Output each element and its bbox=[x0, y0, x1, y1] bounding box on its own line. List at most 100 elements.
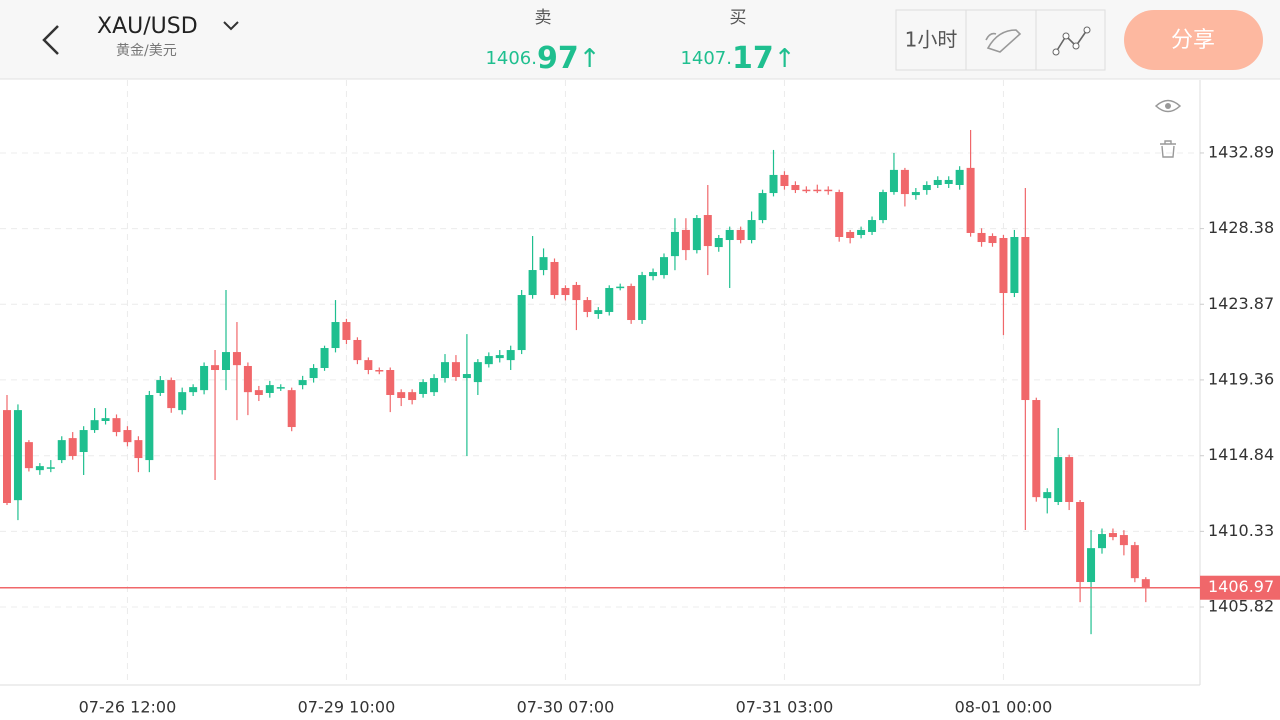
candle-body bbox=[79, 430, 88, 453]
candle-body bbox=[1076, 502, 1085, 583]
y-tick-label: 1405.82 bbox=[1208, 597, 1274, 616]
symbol[interactable]: XAU/USD bbox=[97, 14, 198, 39]
candle-body bbox=[353, 339, 362, 361]
candle-body bbox=[112, 418, 121, 433]
candle-body bbox=[1010, 236, 1019, 294]
candle-body bbox=[550, 261, 559, 296]
candle-body bbox=[572, 284, 581, 301]
y-tick-label: 1432.89 bbox=[1208, 142, 1274, 161]
candle-body bbox=[441, 362, 449, 379]
candle-body bbox=[1141, 579, 1150, 588]
sell-price: 1406.97↑ bbox=[485, 41, 600, 76]
candle-body bbox=[922, 184, 931, 191]
candle-body bbox=[222, 352, 230, 371]
candle-body bbox=[408, 392, 417, 401]
back-button[interactable] bbox=[42, 25, 59, 55]
share-label: 分享 bbox=[1171, 28, 1215, 53]
candle-body bbox=[605, 287, 614, 312]
candle-body bbox=[966, 167, 975, 233]
candle-body bbox=[495, 355, 504, 359]
candle-body bbox=[977, 232, 986, 243]
buy-price: 1407.17↑ bbox=[680, 41, 795, 76]
indicator-dot bbox=[1052, 48, 1060, 56]
candle-body bbox=[178, 392, 187, 411]
candle-body bbox=[375, 370, 384, 372]
price-int: 1407. bbox=[680, 48, 732, 69]
candle-body bbox=[254, 390, 263, 395]
symbol-dropdown[interactable] bbox=[223, 21, 239, 31]
candle-body bbox=[1098, 534, 1106, 549]
period-button[interactable]: 1小时 bbox=[905, 28, 958, 52]
candle-body bbox=[660, 257, 668, 276]
visibility-icon[interactable] bbox=[1154, 99, 1182, 113]
candle-body bbox=[933, 179, 942, 185]
indicator-dot bbox=[1083, 26, 1091, 34]
candle-body bbox=[889, 169, 898, 193]
candle-body bbox=[13, 410, 22, 501]
candle-body bbox=[725, 229, 734, 241]
candle-body bbox=[791, 184, 800, 191]
candle-body bbox=[3, 410, 11, 504]
candle-body bbox=[594, 310, 603, 314]
sell-label: 卖 bbox=[535, 8, 552, 28]
indicator-button[interactable] bbox=[1055, 29, 1088, 53]
candle-body bbox=[638, 275, 647, 321]
candle-body bbox=[857, 229, 866, 235]
candle-body bbox=[1087, 548, 1096, 583]
candle-body bbox=[999, 238, 1008, 294]
y-tick-label: 1423.87 bbox=[1208, 294, 1274, 313]
indicator-dot bbox=[1072, 42, 1080, 50]
candle-body bbox=[232, 352, 241, 366]
candle-body bbox=[123, 430, 132, 443]
candle-body bbox=[211, 365, 220, 371]
candle-body bbox=[46, 467, 55, 469]
candle-body bbox=[265, 385, 274, 393]
candle-body bbox=[714, 238, 723, 248]
buy-label: 买 bbox=[730, 8, 747, 28]
candle-body bbox=[156, 380, 165, 393]
price-arrow: ↑ bbox=[774, 44, 796, 74]
candle-body bbox=[780, 174, 789, 187]
last-price-tag bbox=[1200, 575, 1280, 600]
candle-body bbox=[397, 392, 406, 399]
candle-body bbox=[900, 169, 909, 195]
candle-body bbox=[451, 362, 460, 378]
visibility-icon-pupil bbox=[1165, 103, 1171, 109]
candle-body bbox=[736, 229, 745, 241]
candle-body bbox=[539, 257, 548, 271]
candle-body bbox=[988, 235, 997, 244]
y-tick-label: 1419.36 bbox=[1208, 369, 1274, 388]
share-button[interactable] bbox=[1124, 10, 1263, 70]
candle-body bbox=[331, 322, 340, 349]
candle-body bbox=[298, 380, 307, 386]
candle-body bbox=[101, 418, 110, 421]
candle-body bbox=[430, 378, 439, 393]
price-arrow: ↑ bbox=[579, 44, 601, 74]
y-tick-label: 1414.84 bbox=[1208, 445, 1274, 464]
y-tick-label: 1410.33 bbox=[1208, 521, 1274, 540]
draw-tool-button[interactable] bbox=[985, 29, 1022, 53]
x-tick-label: 08-01 00:00 bbox=[955, 698, 1053, 717]
candle-body bbox=[517, 295, 526, 351]
candle-body bbox=[90, 420, 99, 431]
candle-body bbox=[145, 394, 154, 461]
symbol-subtitle: 黄金/美元 bbox=[116, 42, 177, 59]
candle-body bbox=[1108, 533, 1117, 538]
candle-body bbox=[462, 374, 471, 379]
candle-body bbox=[670, 231, 679, 257]
candle-body bbox=[35, 466, 44, 471]
candle-body bbox=[484, 356, 493, 365]
y-tick-label: 1428.38 bbox=[1208, 218, 1274, 237]
candle-body bbox=[769, 174, 778, 194]
candle-body bbox=[506, 350, 515, 361]
candle-body bbox=[703, 215, 712, 247]
delete-icon[interactable] bbox=[1160, 140, 1176, 158]
candle-body bbox=[758, 193, 767, 221]
candle-body bbox=[473, 362, 482, 383]
candle-body bbox=[1054, 457, 1063, 503]
candle-body bbox=[320, 348, 329, 368]
candle-body bbox=[911, 192, 920, 196]
candle-body bbox=[364, 360, 373, 371]
